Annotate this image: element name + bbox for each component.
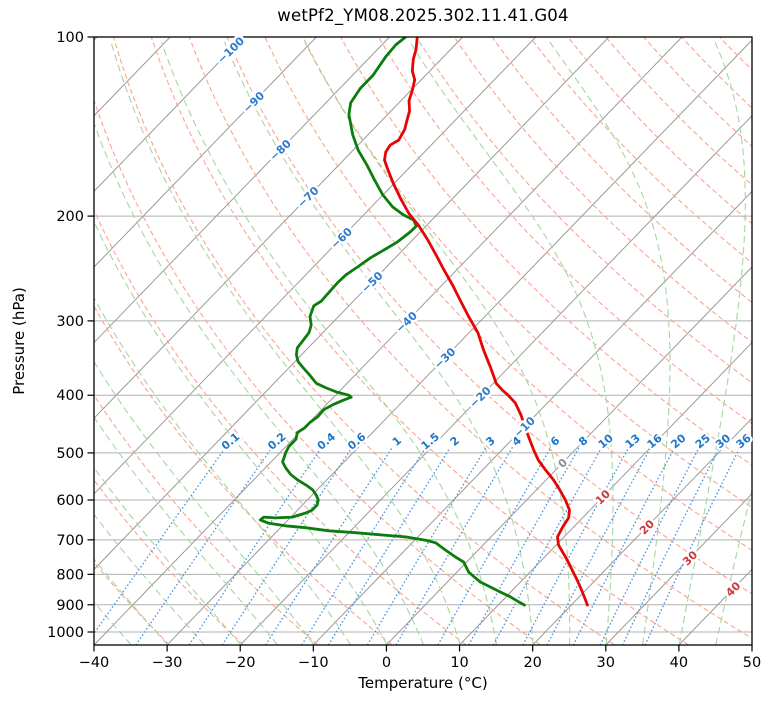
mixing-ratio-label: 0.2: [265, 430, 288, 452]
x-tick-label: 40: [670, 655, 688, 671]
mixing-ratio-label: 0.6: [345, 430, 369, 453]
y-tick-label: 600: [56, 493, 84, 509]
temperature-trace: [383, 37, 589, 607]
x-tick-label: −20: [225, 655, 256, 671]
chart-title: wetPf2_YM08.2025.302.11.41.G04: [277, 6, 569, 25]
isotherm-label: −40: [393, 309, 420, 336]
isotherm-label: −70: [295, 184, 322, 211]
mixing-ratio-label: 16: [645, 431, 665, 451]
mixing-ratio-label: 1: [390, 434, 404, 449]
mixing-ratio-lines: [94, 447, 741, 645]
x-tick-label: −40: [79, 655, 110, 671]
y-tick-label: 800: [56, 567, 84, 583]
y-tick-label: 900: [56, 598, 84, 614]
y-tick-label: 400: [56, 388, 84, 404]
mixing-ratio-label: 0.1: [219, 430, 242, 452]
sounding-profiles: [258, 37, 589, 607]
y-tick-label: 700: [56, 533, 84, 549]
dry-adiabat-lines: [94, 37, 752, 645]
isotherm-label: −60: [328, 225, 355, 252]
isotherm-label: −90: [241, 89, 268, 116]
isotherm-label: −30: [432, 345, 459, 372]
mixing-ratio-label: 0.4: [315, 430, 339, 453]
y-tick-label: 500: [56, 446, 84, 462]
x-tick-label: −10: [298, 655, 329, 671]
x-tick-label: 50: [743, 655, 761, 671]
mixing-ratio-label: 13: [623, 431, 643, 451]
mixing-ratio-label: 20: [668, 431, 688, 451]
mixing-ratio-label: 25: [693, 431, 713, 451]
y-axis-label: Pressure (hPa): [10, 287, 28, 395]
mixing-ratio-label: 1.5: [419, 430, 442, 452]
y-tick-label: 200: [56, 209, 84, 225]
mixing-ratio-label: 3: [483, 434, 497, 449]
axes: −40 −30 −20 −10 0 10 20 30 40 5010020030040050060…: [47, 30, 761, 671]
isotherm-lines: [94, 37, 752, 645]
y-tick-label: 300: [56, 314, 84, 330]
x-axis-label: Temperature (°C): [358, 674, 488, 692]
x-tick-label: 30: [597, 655, 615, 671]
y-tick-label: 1000: [47, 625, 84, 641]
isotherm-label: −100: [215, 34, 247, 66]
mixing-ratio-label: 2: [448, 434, 462, 449]
mixing-ratio-label: 10: [596, 431, 616, 451]
isotherm-label: −50: [359, 269, 386, 296]
x-tick-label: −30: [152, 655, 183, 671]
y-tick-label: 100: [56, 30, 84, 46]
x-tick-label: 0: [382, 655, 391, 671]
x-tick-label: 10: [450, 655, 468, 671]
x-tick-label: 20: [523, 655, 541, 671]
